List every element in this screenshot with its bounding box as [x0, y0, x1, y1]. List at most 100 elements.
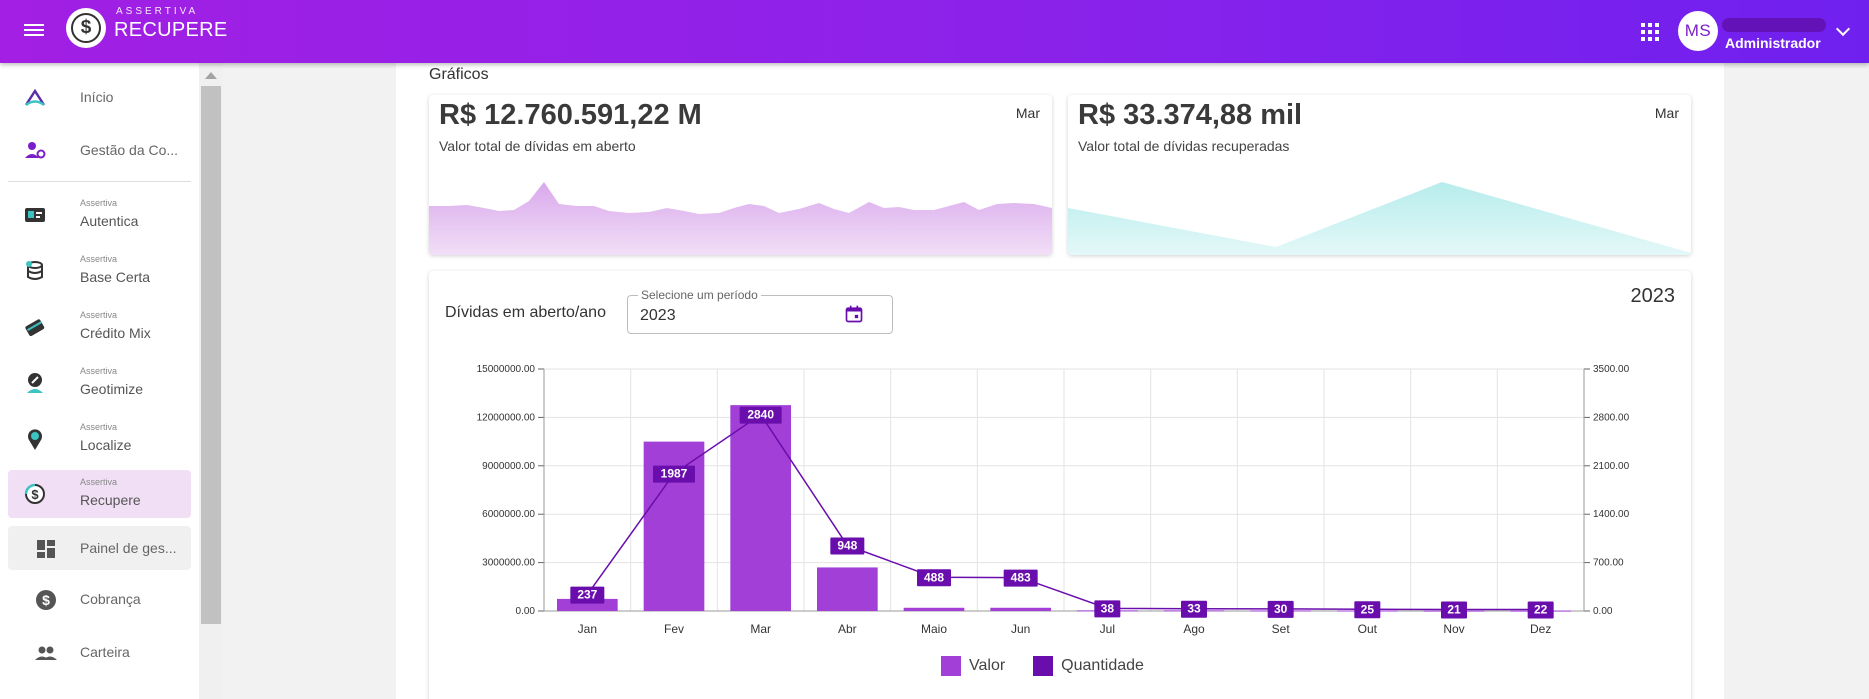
quantity-data-label-box: [739, 406, 782, 424]
quantity-data-label-box: [830, 537, 865, 555]
sidebar-item-inicio[interactable]: Início: [8, 73, 191, 121]
compass-icon: [27, 373, 43, 393]
sidebar-item-label: Carteira: [80, 644, 130, 660]
y-tick-label-left: 9000000.00: [482, 461, 535, 472]
sidebar-item-label: Recupere: [80, 492, 141, 508]
quantity-data-label-box: [1267, 600, 1294, 618]
y-tick-label-right: 1400.00: [1593, 509, 1630, 520]
chevron-down-icon[interactable]: [1835, 21, 1851, 37]
user-role: Administrador: [1725, 35, 1821, 51]
quantity-data-label: 25: [1361, 602, 1375, 616]
quantity-line: [586, 413, 1541, 611]
period-select-field[interactable]: Selecione um período: [627, 288, 893, 334]
brand-product: RECUPERE: [114, 19, 228, 41]
x-tick-label: Out: [1358, 622, 1378, 636]
dollar-coin-icon: $: [24, 483, 45, 504]
legend-label-quantidade: Quantidade: [1061, 657, 1144, 674]
sidebar-scrollbar-thumb[interactable]: [201, 86, 221, 624]
sidebar-item-vendor: Assertiva: [80, 422, 118, 432]
sidebar-item-autentica[interactable]: Assertiva Autentica: [8, 191, 191, 239]
quantity-data-label-box: [1181, 600, 1207, 618]
quantity-data-label: 22: [1534, 602, 1548, 616]
quantity-data-label: 21: [1447, 603, 1461, 617]
y-tick-label-left: 3000000.00: [482, 558, 535, 569]
people-icon: [35, 646, 57, 660]
quantity-data-label: 488: [924, 570, 944, 584]
y-tick-label-right: 3500.00: [1593, 364, 1630, 375]
x-tick-label: Nov: [1443, 622, 1464, 636]
recovered-debts-value: R$ 33.374,88 mil: [1078, 99, 1303, 131]
y-tick-label-right: 2100.00: [1593, 461, 1630, 472]
y-tick-label-right: 0.00: [1593, 606, 1613, 617]
map-pin-icon: [28, 429, 42, 450]
svg-text:$: $: [42, 592, 50, 608]
legend-label-valor: Valor: [969, 657, 1006, 674]
calendar-icon[interactable]: [844, 304, 864, 324]
bar-abr: [817, 567, 878, 611]
sidebar-item-label: Base Certa: [80, 269, 151, 285]
sidebar-item-vendor: Assertiva: [80, 310, 118, 320]
menu-icon[interactable]: [22, 21, 46, 41]
y-tick-label-left: 12000000.00: [477, 412, 536, 423]
x-tick-label: Abr: [838, 622, 857, 636]
chart-legend: Valor Quantidade: [941, 656, 1144, 676]
open-debts-label: Valor total de dívidas em aberto: [439, 138, 636, 154]
recupere-logo-icon[interactable]: $: [66, 8, 106, 48]
user-settings-icon: [25, 142, 46, 159]
sidebar-item-gestao[interactable]: Gestão da Co...: [8, 126, 191, 174]
period-field-label: Selecione um período: [638, 288, 761, 302]
legend-swatch-valor: [941, 656, 961, 676]
credit-card-icon: [25, 319, 45, 336]
quantity-data-label-box: [1527, 601, 1554, 619]
sidebar-item-recupere[interactable]: $ Assertiva Recupere: [8, 470, 191, 518]
y-tick-label-left: 0.00: [516, 606, 536, 617]
sidebar-item-label: Localize: [80, 437, 132, 453]
sidebar-item-vendor: Assertiva: [80, 366, 118, 376]
recovered-debts-card: R$ 33.374,88 mil Valor total de dívidas …: [1068, 95, 1691, 255]
x-tick-label: Jun: [1011, 622, 1030, 636]
sidebar-item-label: Cobrança: [80, 591, 141, 607]
money-icon: $: [36, 590, 56, 610]
quantity-data-label: 237: [577, 588, 597, 602]
scroll-up-arrow-icon[interactable]: [205, 72, 217, 79]
sidebar-item-label: Gestão da Co...: [80, 142, 179, 158]
y-tick-label-right: 2800.00: [1593, 412, 1630, 423]
legend-item-valor[interactable]: Valor: [941, 656, 1005, 676]
sidebar-item-label: Painel de ges...: [80, 540, 177, 556]
debts-bar-line-chart: 0.00 0.00 3000000.00 700.00 6000000.00 1400.0…: [477, 364, 1630, 636]
sidebar: Início Gestão da Co... Assertiva Autenti…: [0, 63, 199, 699]
x-tick-label: Ago: [1183, 622, 1205, 636]
open-debts-month: Mar: [1015, 105, 1040, 121]
quantity-data-label: 2840: [747, 408, 774, 422]
apps-grid-icon[interactable]: [1641, 23, 1659, 41]
bar-mar: [730, 405, 791, 611]
chart-panel-title: Dívidas em aberto/ano: [445, 304, 606, 321]
sidebar-item-label: Início: [80, 89, 114, 105]
recovered-debts-sparkline: [1068, 182, 1691, 255]
quantity-data-label-box: [653, 465, 695, 483]
database-icon: [26, 261, 43, 280]
quantity-data-label: 1987: [661, 467, 688, 481]
open-debts-sparkline: [429, 182, 1052, 255]
sidebar-item-painel[interactable]: Painel de ges...: [8, 526, 191, 570]
sidebar-item-geotimize[interactable]: Assertiva Geotimize: [8, 359, 191, 407]
sidebar-item-vendor: Assertiva: [80, 477, 118, 487]
sidebar-item-base-certa[interactable]: Assertiva Base Certa: [8, 247, 191, 295]
sidebar-item-vendor: Assertiva: [80, 198, 118, 208]
quantity-data-label: 30: [1274, 602, 1288, 616]
sidebar-item-credito-mix[interactable]: Assertiva Crédito Mix: [8, 303, 191, 351]
avatar[interactable]: MS: [1678, 11, 1718, 51]
sidebar-item-carteira[interactable]: Carteira: [8, 630, 191, 674]
open-debts-card: R$ 12.760.591,22 M Valor total de dívida…: [429, 95, 1052, 255]
sidebar-item-cobranca[interactable]: $ Cobrança: [8, 577, 191, 621]
username-redacted: [1722, 18, 1826, 32]
y-tick-label-right: 700.00: [1593, 558, 1624, 569]
period-input[interactable]: [640, 307, 820, 325]
quantity-data-label-box: [917, 569, 951, 587]
top-app-bar: $ ASSERTIVA RECUPERE MS Administrador: [0, 0, 1869, 63]
id-card-icon: [25, 208, 45, 222]
sidebar-item-localize[interactable]: Assertiva Localize: [8, 415, 191, 463]
legend-item-quantidade[interactable]: Quantidade: [1033, 656, 1144, 676]
y-tick-label-left: 15000000.00: [477, 364, 536, 375]
selected-year: 2023: [1630, 285, 1676, 307]
